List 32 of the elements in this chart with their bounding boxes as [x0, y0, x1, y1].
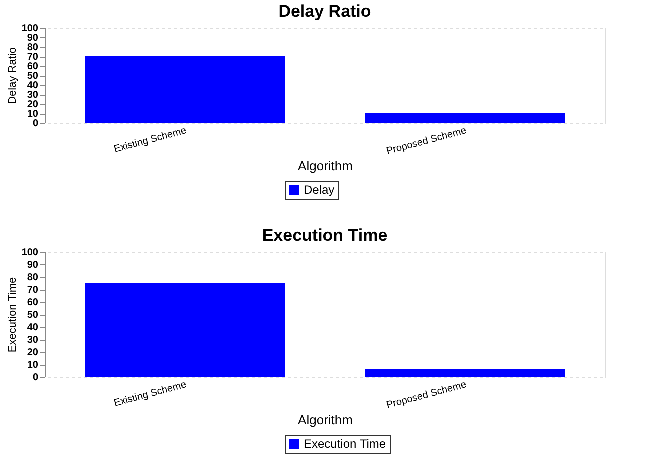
y-tick-label: 30: [27, 335, 39, 346]
y-tick-label: 0: [32, 118, 39, 130]
y-tick-label: 70: [27, 285, 39, 296]
y-tick-label: 50: [27, 310, 39, 321]
y-tick-label: 60: [27, 62, 39, 72]
y-tick-label: 20: [27, 100, 39, 110]
chart-title: Execution Time: [262, 226, 388, 245]
legend-label: Execution Time: [304, 437, 386, 451]
x-axis-title: Algorithm: [298, 412, 353, 428]
y-tick-label: 80: [27, 42, 39, 54]
y-tick-label: 90: [27, 33, 39, 44]
y-tick-label: 40: [27, 80, 39, 92]
y-axis-title: Delay Ratio: [6, 48, 19, 104]
y-tick-label: 80: [27, 272, 39, 284]
y-tick-label: 90: [27, 260, 39, 271]
legend-label: Delay: [304, 183, 335, 197]
y-tick-label: 0: [32, 372, 39, 384]
y-tick-label: 60: [27, 298, 39, 308]
y-tick-label: 20: [27, 348, 39, 358]
x-tick-label: Existing Scheme: [113, 379, 188, 410]
y-tick-label: 100: [22, 248, 39, 258]
y-tick-label: 70: [27, 52, 39, 63]
chart-title: Delay Ratio: [278, 2, 372, 21]
y-axis-title: Execution Time: [6, 277, 19, 353]
y-tick-label: 40: [27, 322, 39, 334]
y-tick-label: 10: [27, 109, 39, 120]
x-tick-label: Existing Scheme: [113, 125, 188, 156]
y-tick-label: 50: [27, 71, 39, 82]
y-tick-label: 30: [27, 90, 39, 101]
y-tick-label: 10: [27, 360, 39, 371]
y-tick-label: 100: [22, 24, 39, 34]
x-axis-title: Algorithm: [298, 158, 353, 174]
